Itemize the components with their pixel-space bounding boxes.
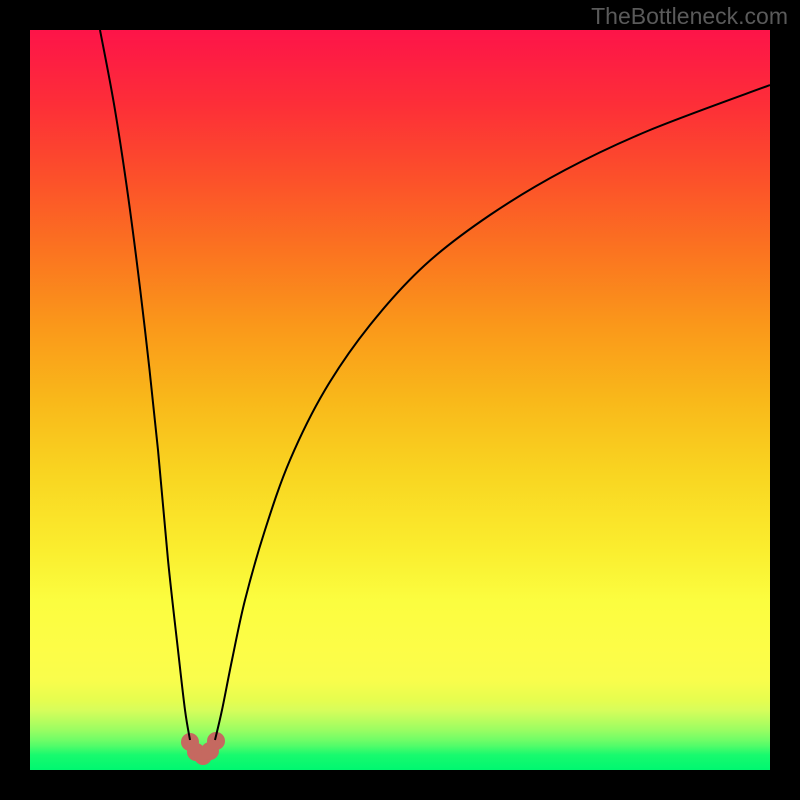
curve-layer [30,30,770,770]
watermark-text: TheBottleneck.com [591,3,788,30]
bottleneck-markers [181,732,225,765]
curve-right-branch [215,85,770,740]
plot-area [30,30,770,770]
curve-left-branch [100,30,190,740]
